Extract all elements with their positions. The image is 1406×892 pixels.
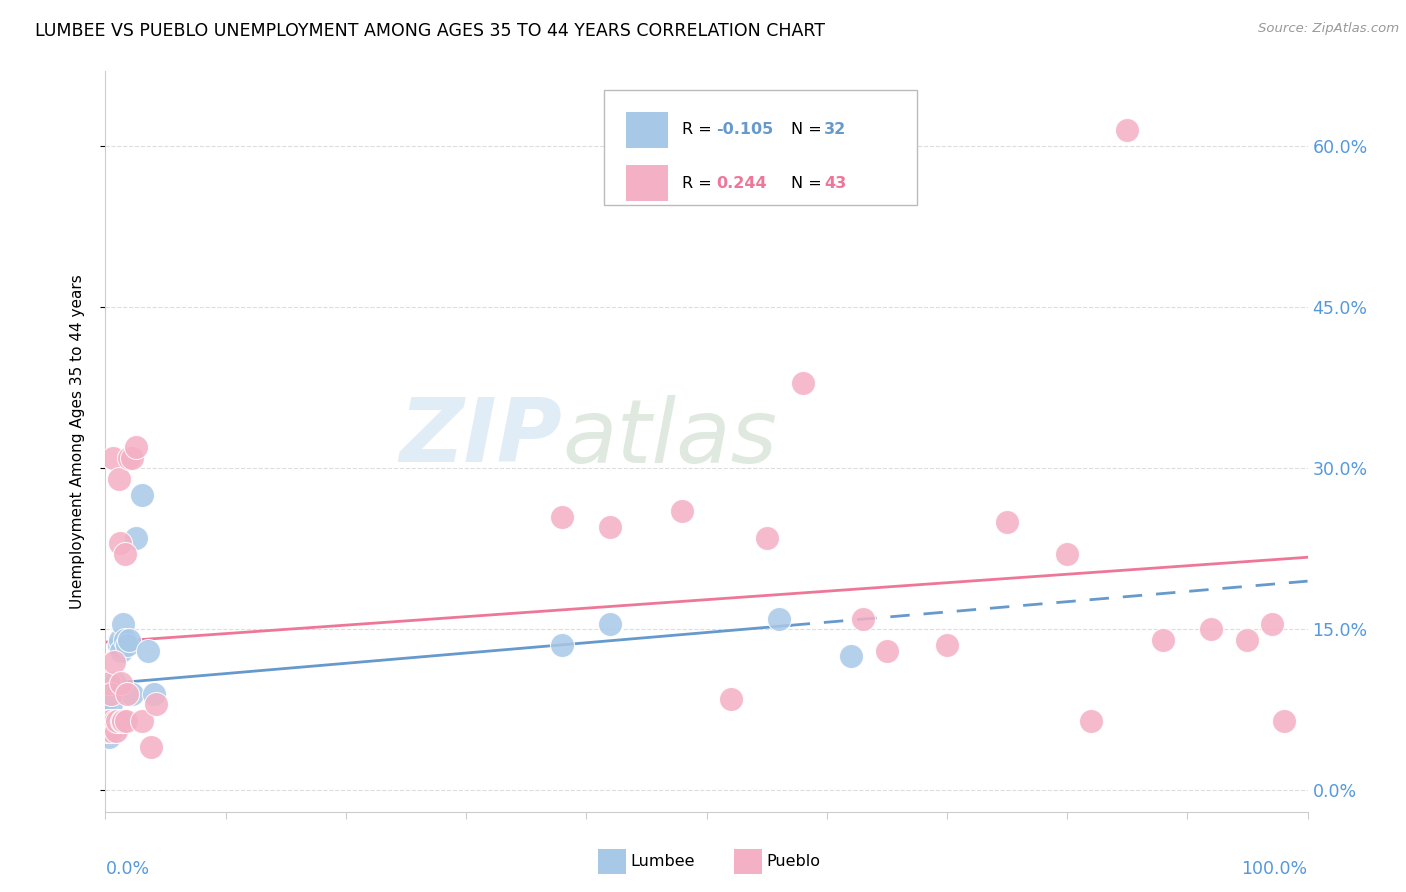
Text: 0.0%: 0.0% [105, 860, 149, 878]
Point [118, 633, 141, 648]
Point [1152, 633, 1174, 648]
Point [121, 450, 143, 465]
Text: Pueblo: Pueblo [766, 855, 820, 869]
Point [98, 714, 121, 728]
Point [100, 724, 122, 739]
Point [104, 714, 127, 728]
Text: R =: R = [682, 122, 717, 137]
Point [107, 472, 129, 486]
Point [98, 730, 121, 744]
Text: 100.0%: 100.0% [1241, 860, 1308, 878]
Point [876, 644, 898, 658]
Point [104, 676, 127, 690]
Point [720, 692, 742, 706]
Point [136, 644, 159, 658]
Point [1272, 714, 1295, 728]
Point [107, 714, 129, 728]
Point [105, 714, 128, 728]
Point [107, 639, 129, 653]
Text: 32: 32 [824, 122, 846, 137]
Text: R =: R = [682, 176, 717, 191]
Point [96, 724, 118, 739]
Point [98, 676, 121, 690]
Point [98, 714, 121, 728]
Point [139, 740, 162, 755]
Point [121, 687, 143, 701]
Point [100, 714, 122, 728]
Point [1236, 633, 1258, 648]
Point [114, 547, 136, 561]
Point [852, 611, 875, 625]
Text: ZIP: ZIP [399, 394, 562, 482]
Text: N =: N = [790, 176, 827, 191]
Point [105, 724, 128, 739]
Point [551, 639, 574, 653]
Text: atlas: atlas [562, 395, 778, 481]
Point [107, 714, 129, 728]
Y-axis label: Unemployment Among Ages 35 to 44 years: Unemployment Among Ages 35 to 44 years [70, 274, 84, 609]
Point [1201, 623, 1223, 637]
Point [792, 376, 814, 390]
Point [97, 719, 120, 733]
Text: N =: N = [790, 122, 827, 137]
Point [671, 504, 693, 518]
Point [1260, 616, 1282, 631]
Text: Lumbee: Lumbee [630, 855, 695, 869]
Point [995, 515, 1018, 529]
Point [103, 655, 125, 669]
Point [1116, 123, 1139, 137]
Point [115, 687, 138, 701]
Point [936, 639, 959, 653]
Point [768, 611, 790, 625]
Point [145, 698, 167, 712]
Point [142, 687, 165, 701]
Point [110, 644, 132, 658]
Point [97, 714, 120, 728]
Point [131, 488, 153, 502]
Point [839, 649, 862, 664]
Point [124, 531, 146, 545]
Point [108, 633, 131, 648]
Text: Source: ZipAtlas.com: Source: ZipAtlas.com [1258, 22, 1399, 36]
Point [97, 724, 120, 739]
Point [101, 450, 124, 465]
Point [551, 509, 574, 524]
Text: 43: 43 [824, 176, 846, 191]
Point [100, 698, 122, 712]
Point [110, 676, 132, 690]
Point [108, 536, 131, 550]
Point [98, 724, 121, 739]
FancyBboxPatch shape [626, 112, 668, 147]
Point [599, 520, 621, 534]
Point [114, 633, 136, 648]
Point [98, 714, 121, 728]
Point [599, 616, 621, 631]
Point [115, 639, 138, 653]
Point [755, 531, 778, 545]
Point [101, 714, 124, 728]
Point [124, 440, 146, 454]
Point [131, 714, 153, 728]
Text: 0.244: 0.244 [716, 176, 766, 191]
Text: -0.105: -0.105 [716, 122, 773, 137]
Point [112, 616, 135, 631]
Point [103, 724, 125, 739]
Point [96, 724, 118, 739]
Point [1056, 547, 1078, 561]
Point [115, 714, 138, 728]
FancyBboxPatch shape [626, 165, 668, 201]
Point [118, 450, 141, 465]
Point [100, 687, 122, 701]
Point [98, 724, 121, 739]
Point [111, 714, 134, 728]
Point [96, 708, 118, 723]
Point [112, 714, 135, 728]
Text: LUMBEE VS PUEBLO UNEMPLOYMENT AMONG AGES 35 TO 44 YEARS CORRELATION CHART: LUMBEE VS PUEBLO UNEMPLOYMENT AMONG AGES… [35, 22, 825, 40]
FancyBboxPatch shape [605, 90, 917, 204]
Point [1080, 714, 1102, 728]
